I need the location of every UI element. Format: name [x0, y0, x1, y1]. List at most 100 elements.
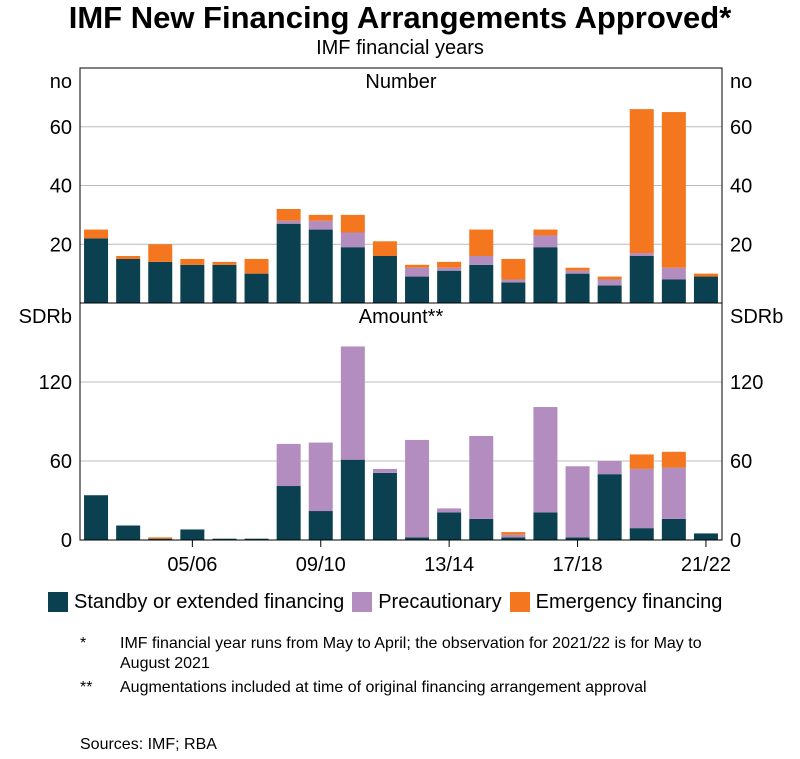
bar-precautionary-09-10	[308, 442, 333, 512]
bar-standby-16-17	[533, 247, 558, 303]
plot-frame	[79, 67, 723, 541]
bar-standby-08-09	[276, 223, 301, 303]
bar-standby-07-08	[244, 538, 269, 540]
bar-standby-14-15	[469, 264, 494, 303]
bar-precautionary-09-10	[308, 220, 333, 230]
bar-standby-06-07	[212, 538, 237, 540]
bar-precautionary-19-20	[629, 468, 654, 529]
bar-standby-21-22	[693, 533, 718, 540]
bar-emergency-03-04	[116, 256, 141, 259]
y-tick-label-right: 60	[730, 117, 752, 139]
chart-subtitle: IMF financial years	[316, 37, 484, 59]
bar-precautionary-15-16	[501, 534, 526, 538]
bar-standby-04-05	[148, 538, 173, 540]
bar-emergency-15-16	[501, 532, 526, 535]
y-tick-label-left: 0	[61, 530, 72, 552]
bar-emergency-05-06	[180, 258, 205, 265]
bar-precautionary-12-13	[405, 267, 430, 277]
bar-precautionary-10-11	[340, 346, 365, 460]
x-tick-label: 21/22	[681, 554, 731, 576]
bar-precautionary-18-19	[597, 279, 622, 286]
bar-standby-13-14	[437, 512, 462, 540]
bar-standby-04-05	[148, 261, 173, 303]
bar-emergency-10-11	[340, 214, 365, 233]
legend-label-precautionary: Precautionary	[378, 590, 502, 613]
y-axis-unit-right: no	[730, 71, 752, 93]
panel-title: Number	[365, 71, 436, 93]
sources-line: Sources: IMF; RBA	[80, 736, 217, 753]
bar-emergency-09-10	[308, 214, 333, 221]
bar-standby-05-06	[180, 264, 205, 303]
bar-emergency-13-14	[437, 261, 462, 268]
bar-emergency-19-20	[629, 454, 654, 469]
y-tick-label-right: 60	[730, 451, 752, 473]
legend: Standby or extended financing Precaution…	[48, 589, 730, 615]
bar-standby-12-13	[405, 537, 430, 540]
bar-emergency-16-17	[533, 229, 558, 236]
bar-precautionary-16-17	[533, 407, 558, 513]
chart-area: 20 20 40 40 60 60 no no Number 0 0 60 60 120 120 SDRb SD…	[19, 67, 783, 576]
bar-emergency-08-09	[276, 209, 301, 221]
legend-swatch-precautionary	[352, 592, 373, 612]
bar-standby-09-10	[308, 511, 333, 540]
footnote-2-mark: **	[80, 679, 93, 696]
chart-title: IMF New Financing Arrangements Approved*	[68, 0, 732, 35]
bar-standby-17-18	[565, 273, 590, 303]
bar-standby-11-12	[372, 256, 397, 303]
bar-standby-15-16	[501, 537, 526, 540]
bar-precautionary-13-14	[437, 508, 462, 513]
bar-standby-08-09	[276, 486, 301, 540]
y-tick-label-right: 20	[730, 234, 752, 256]
y-tick-label-left: 60	[50, 117, 72, 139]
bar-standby-16-17	[533, 512, 558, 540]
legend-label-emergency: Emergency financing	[535, 590, 723, 613]
legend-swatch-emergency	[509, 592, 530, 612]
footnote-1: * IMF financial year runs from May to Ap…	[80, 634, 720, 674]
footnote-1-mark: *	[80, 635, 87, 652]
bar-standby-03-04	[116, 525, 141, 540]
bar-standby-03-04	[116, 258, 141, 303]
y-tick-label-left: 120	[39, 372, 72, 394]
bar-standby-10-11	[340, 247, 365, 303]
y-tick-label-left: 20	[50, 234, 72, 256]
bar-precautionary-15-16	[501, 279, 526, 283]
bar-emergency-21-22	[693, 273, 718, 277]
bar-standby-06-07	[212, 264, 237, 303]
bar-standby-02-03	[84, 238, 109, 303]
bar-standby-20-21	[661, 279, 686, 303]
bar-emergency-04-05	[148, 244, 173, 262]
x-tick-label: 17/18	[553, 554, 603, 576]
y-axis-unit-left: no	[50, 71, 72, 93]
y-tick-label-left: 60	[50, 451, 72, 473]
legend-swatch-standby	[48, 592, 68, 612]
bar-standby-19-20	[629, 256, 654, 303]
bar-precautionary-08-09	[276, 443, 301, 487]
legend-item-standby: Standby or extended financing	[48, 591, 344, 614]
bar-standby-09-10	[308, 229, 333, 303]
x-tick-label: 13/14	[424, 554, 474, 576]
bar-standby-11-12	[372, 472, 397, 540]
bar-precautionary-11-12	[372, 468, 397, 473]
bar-standby-02-03	[84, 495, 109, 540]
bar-emergency-11-12	[372, 241, 397, 256]
bar-standby-19-20	[629, 528, 654, 540]
bar-standby-20-21	[661, 518, 686, 540]
y-tick-label-right: 120	[730, 372, 763, 394]
bar-precautionary-13-14	[437, 267, 462, 271]
bar-standby-15-16	[501, 282, 526, 303]
bar-emergency-06-07	[212, 261, 237, 265]
bar-emergency-20-21	[661, 451, 686, 468]
bar-precautionary-20-21	[661, 267, 686, 280]
bar-precautionary-12-13	[405, 439, 430, 538]
bar-standby-17-18	[565, 537, 590, 540]
x-tick-label: 09/10	[296, 554, 346, 576]
bar-standby-18-19	[597, 474, 622, 540]
y-tick-label-right: 40	[730, 176, 752, 198]
bar-emergency-12-13	[405, 264, 430, 268]
legend-item-precautionary: Precautionary	[352, 590, 502, 614]
bar-emergency-15-16	[501, 258, 526, 280]
bar-precautionary-14-15	[469, 256, 494, 265]
bar-emergency-20-21	[661, 112, 686, 268]
y-axis-unit-right: SDRb	[730, 306, 783, 328]
footnotes: * IMF financial year runs from May to Ap…	[80, 634, 720, 702]
